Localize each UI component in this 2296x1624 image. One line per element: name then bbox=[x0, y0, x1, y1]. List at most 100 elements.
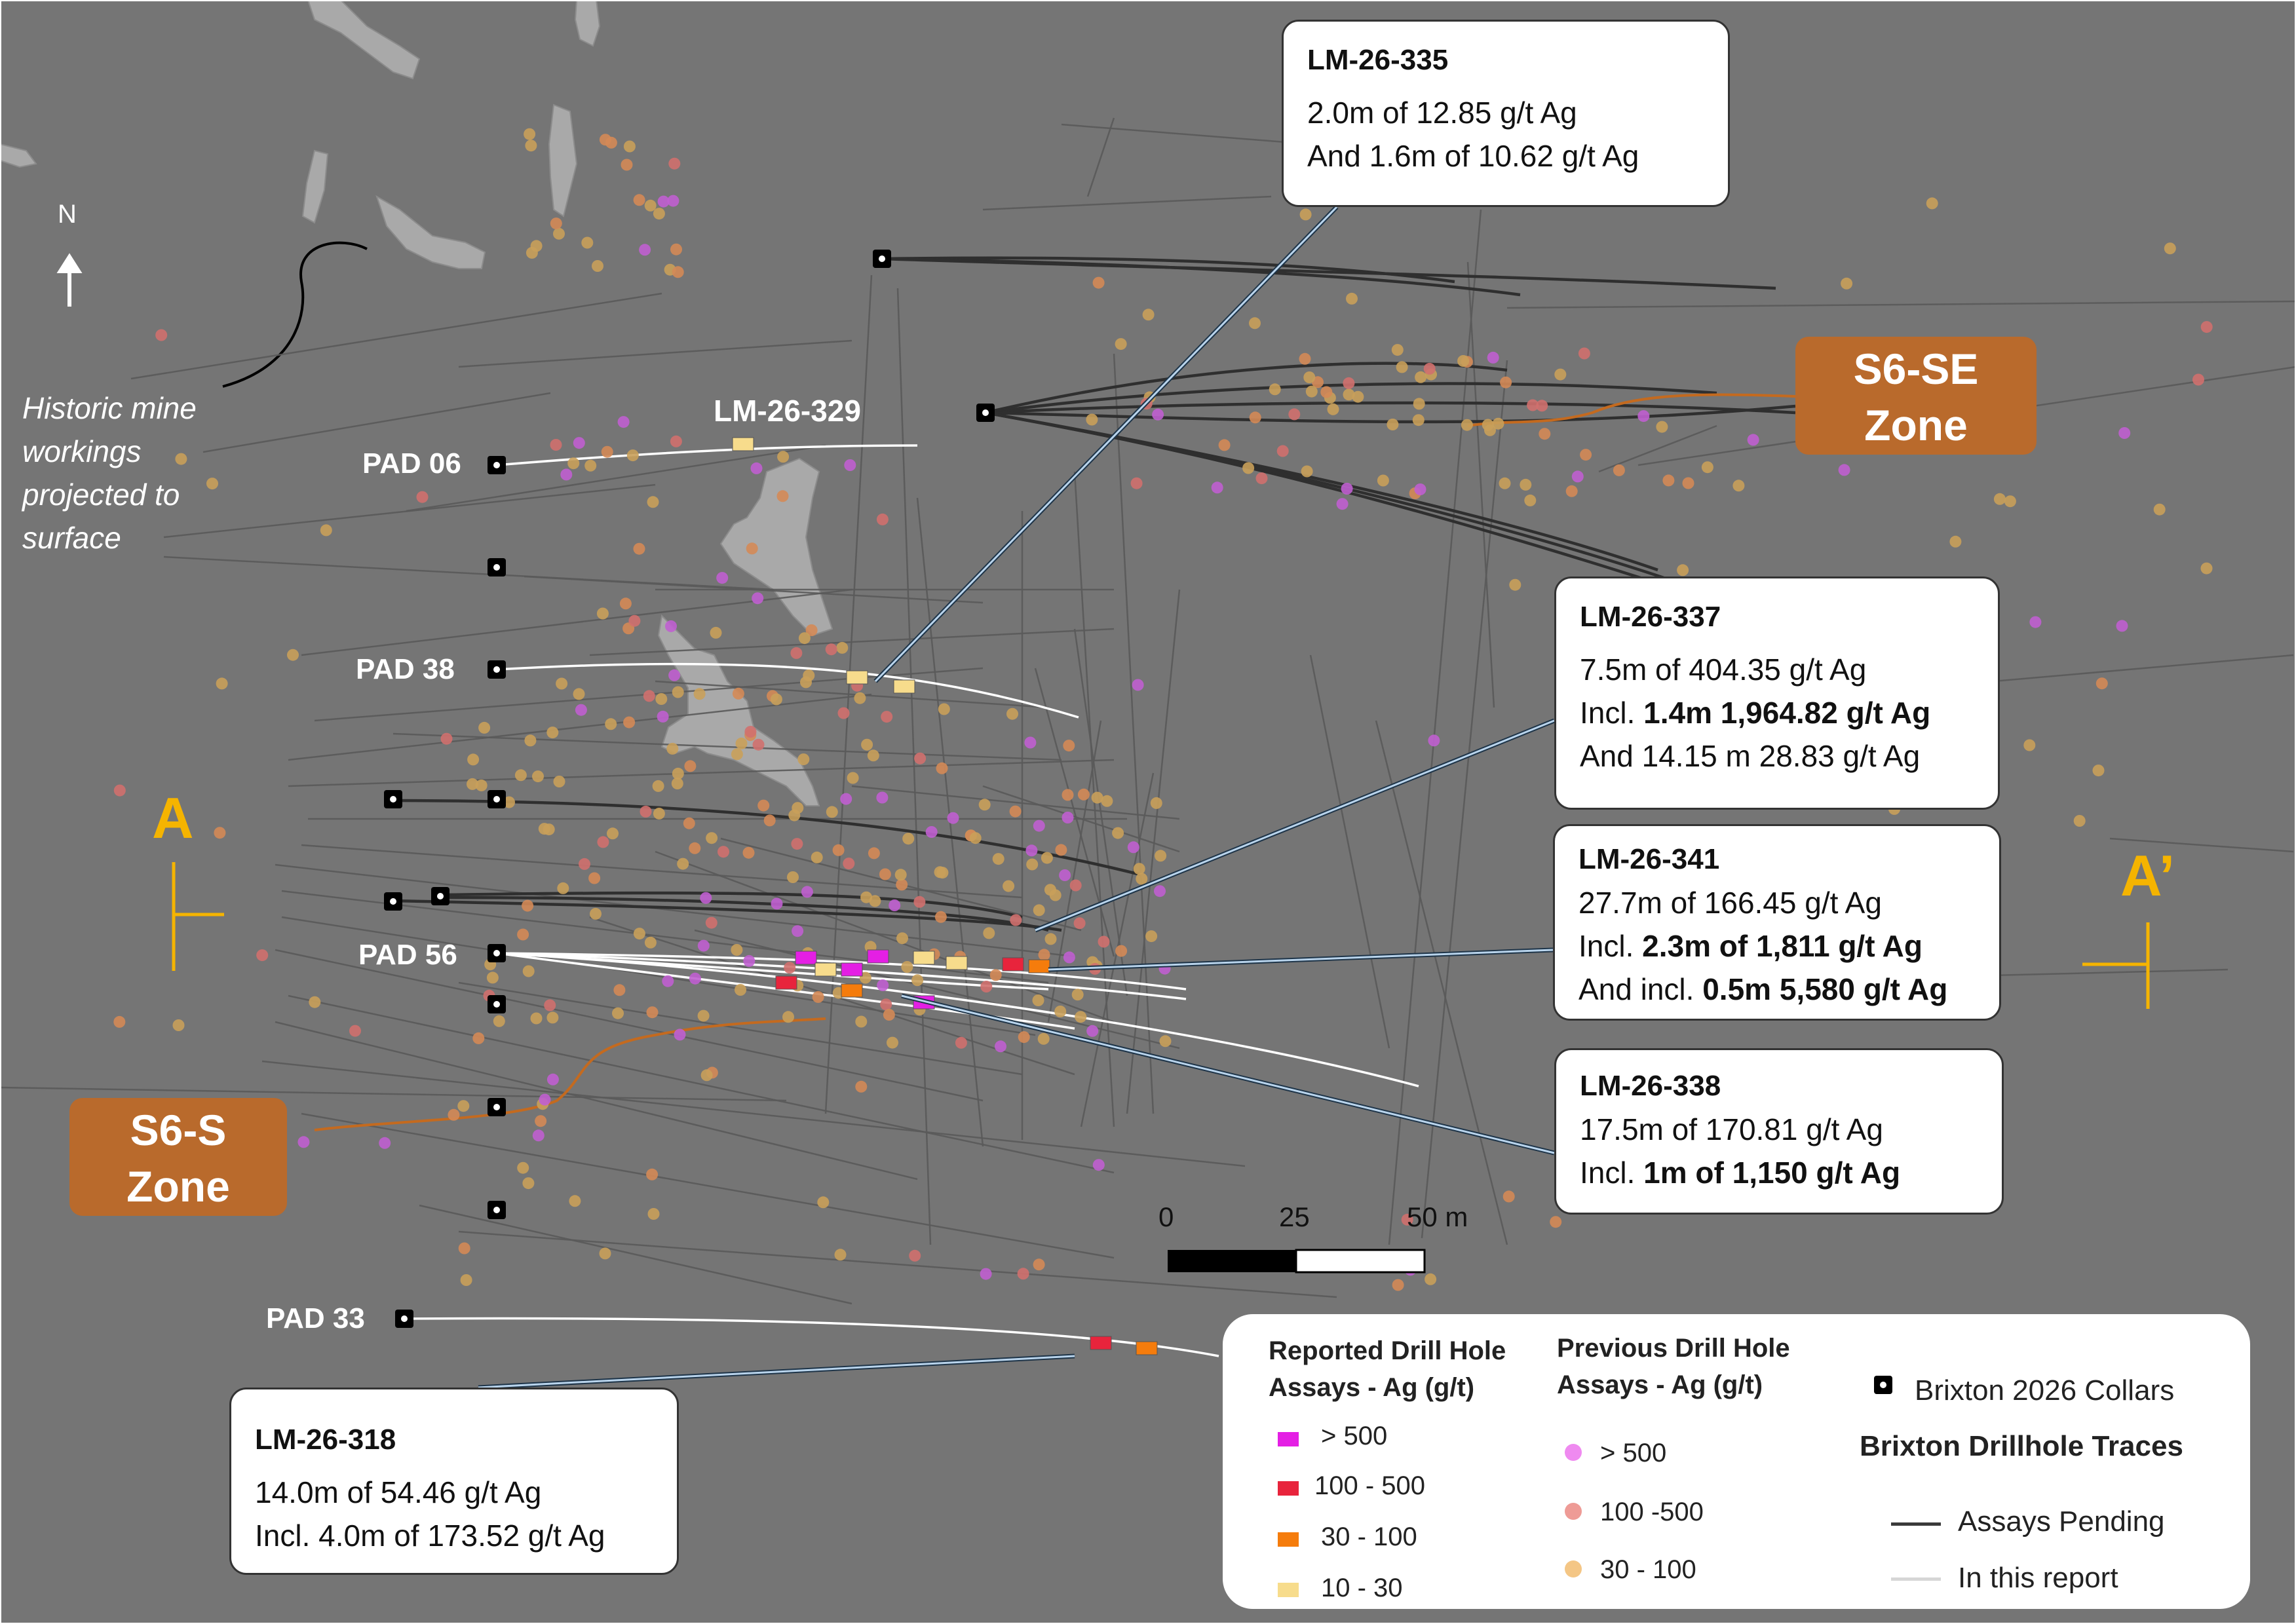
previous-assay-dot bbox=[597, 836, 609, 848]
section-marker-a bbox=[172, 862, 224, 971]
previous-assay-dot bbox=[550, 217, 562, 230]
previous-assay-dot bbox=[113, 784, 126, 797]
collar-icon bbox=[1874, 1376, 1892, 1394]
previous-assay-dot bbox=[532, 770, 544, 783]
previous-assay-dot bbox=[601, 445, 613, 458]
previous-assay-dot bbox=[1578, 347, 1590, 360]
previous-assay-dot bbox=[1077, 788, 1090, 801]
previous-assay-dot bbox=[297, 1136, 310, 1148]
previous-assay-dot bbox=[532, 1129, 545, 1142]
previous-assay-dot bbox=[825, 643, 837, 656]
previous-assay-dot bbox=[1242, 462, 1255, 474]
historic-trace-36 bbox=[1061, 123, 1311, 145]
previous-assay-dot bbox=[2004, 495, 2016, 508]
previous-assay-dot bbox=[1527, 399, 1539, 411]
reported-interval-1 bbox=[846, 670, 868, 685]
previous-assay-dot bbox=[612, 1007, 624, 1019]
previous-assay-dot bbox=[1025, 844, 1038, 857]
previous-assay-dot bbox=[1038, 949, 1050, 961]
previous-assay-dot bbox=[1425, 1273, 1437, 1285]
previous-assay-dot bbox=[1457, 355, 1470, 367]
zone-suffix: Zone bbox=[1864, 401, 1968, 449]
zone-name: S6-SE bbox=[1853, 345, 1979, 393]
previous-assay-dot bbox=[657, 195, 670, 208]
previous-assay-dot bbox=[1009, 805, 1022, 818]
previous-assay-dot bbox=[309, 996, 321, 1008]
previous-assay-dot bbox=[896, 932, 908, 945]
historic-working-0 bbox=[307, 0, 421, 80]
previous-assay-dot bbox=[693, 688, 706, 700]
previous-assay-dot bbox=[784, 962, 796, 974]
historic-trace-43 bbox=[2109, 837, 2294, 853]
callout-line: 2.0m of 12.85 g/t Ag bbox=[1307, 96, 1577, 130]
previous-assay-dot bbox=[869, 895, 881, 907]
previous-assay-dot bbox=[710, 626, 722, 639]
previous-assay-dot bbox=[801, 886, 813, 898]
previous-assay-dot bbox=[817, 1196, 830, 1209]
previous-assay-dot bbox=[633, 194, 645, 206]
previous-assay-dot bbox=[1414, 483, 1426, 495]
previous-assay-dot bbox=[847, 772, 859, 784]
previous-assay-dot bbox=[735, 737, 748, 749]
historic-trace-48 bbox=[406, 444, 826, 512]
previous-assay-dot bbox=[2192, 373, 2204, 386]
historic-label-pointer bbox=[222, 241, 368, 388]
previous-assay-dot bbox=[684, 760, 697, 772]
previous-assay-dot bbox=[1509, 578, 1521, 591]
collar-center bbox=[401, 1315, 408, 1322]
previous-assay-dot bbox=[978, 799, 991, 811]
previous-assay-dot bbox=[1112, 827, 1124, 839]
legend-label: 30 - 100 bbox=[1321, 1522, 1417, 1551]
previous-assay-dot bbox=[706, 832, 718, 844]
previous-assay-dot bbox=[1301, 465, 1313, 478]
reported-interval-0 bbox=[732, 437, 754, 451]
previous-assay-dot bbox=[1127, 841, 1139, 854]
report-trace-2 bbox=[496, 952, 1187, 991]
legend-trace-pending-line bbox=[1891, 1522, 1941, 1526]
legend-label: 30 - 100 bbox=[1600, 1555, 1696, 1584]
previous-assay-dot bbox=[546, 727, 559, 739]
previous-assay-dot bbox=[287, 649, 299, 661]
previous-assay-dot bbox=[1041, 852, 1053, 864]
previous-assay-dot bbox=[1269, 383, 1281, 396]
previous-assay-dot bbox=[1255, 472, 1268, 485]
previous-assay-dot bbox=[1554, 368, 1567, 381]
historic-trace-56 bbox=[458, 981, 1023, 1076]
previous-assay-dot bbox=[782, 1011, 794, 1023]
previous-assay-dot bbox=[1565, 485, 1578, 497]
legend-traces-title: Brixton Drillhole Traces bbox=[1860, 1430, 2183, 1462]
previous-assay-dot bbox=[1037, 1032, 1050, 1045]
previous-assay-dot bbox=[1637, 410, 1650, 423]
reported-interval-5 bbox=[867, 949, 889, 964]
historic-working-6 bbox=[719, 457, 833, 637]
previous-assay-dot bbox=[1010, 914, 1022, 926]
previous-assay-dot bbox=[626, 449, 639, 462]
previous-assay-dot bbox=[1142, 309, 1155, 321]
previous-assay-dot bbox=[1502, 1190, 1515, 1203]
previous-assay-dot bbox=[770, 693, 782, 706]
previous-assay-dot bbox=[493, 1015, 505, 1027]
previous-assay-dot bbox=[1352, 390, 1364, 403]
previous-assay-dot bbox=[1091, 791, 1103, 804]
previous-assay-dot bbox=[668, 669, 681, 681]
previous-assay-dot bbox=[514, 769, 527, 782]
previous-assay-dot bbox=[689, 842, 701, 854]
previous-assay-dot bbox=[925, 826, 938, 838]
previous-assay-dot bbox=[1063, 951, 1075, 964]
scale-bar-black bbox=[1168, 1250, 1296, 1272]
historic-trace-8 bbox=[288, 759, 1115, 787]
collar-center bbox=[493, 796, 500, 803]
previous-assay-dot bbox=[683, 817, 695, 829]
previous-assay-dot bbox=[644, 199, 657, 212]
pending-trace-6 bbox=[985, 404, 1796, 424]
previous-assay-dot bbox=[1092, 1159, 1105, 1171]
previous-assay-dot bbox=[867, 749, 879, 762]
historic-trace-6 bbox=[288, 693, 872, 761]
previous-assay-dot bbox=[2164, 242, 2176, 255]
previous-assay-dot bbox=[1299, 208, 1312, 221]
previous-assay-dot bbox=[1461, 419, 1473, 431]
previous-assay-dot bbox=[757, 799, 770, 812]
historic-trace-54 bbox=[655, 850, 1115, 1023]
previous-assay-dot bbox=[617, 416, 630, 428]
previous-assay-dot bbox=[647, 496, 659, 508]
